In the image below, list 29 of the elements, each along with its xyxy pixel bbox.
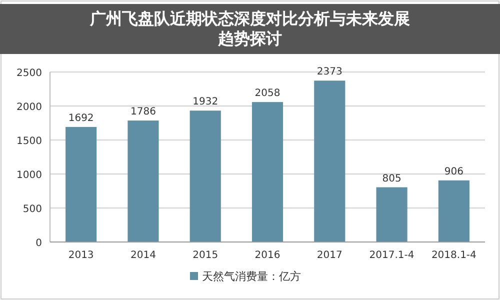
- data-label: 1932: [192, 96, 218, 108]
- data-label: 1692: [68, 112, 94, 124]
- data-label: 2058: [254, 88, 280, 100]
- bar: [190, 110, 221, 242]
- bar: [252, 102, 284, 242]
- y-tick-label: 2000: [16, 102, 42, 113]
- bar: [376, 187, 408, 242]
- x-tick-label: 2017: [316, 250, 342, 261]
- bar: [128, 120, 159, 242]
- y-tick-label: 1500: [16, 136, 42, 147]
- y-tick-label: 2500: [16, 68, 42, 79]
- legend-label: 天然气消费量：亿方: [202, 270, 301, 283]
- y-tick-label: 0: [36, 238, 42, 249]
- data-label: 805: [382, 173, 402, 184]
- x-tick-label: 2015: [192, 250, 218, 261]
- data-label: 1786: [130, 106, 156, 118]
- data-label: 906: [444, 166, 464, 178]
- x-tick-label: 2016: [254, 250, 280, 261]
- bar: [66, 126, 97, 242]
- bar: [314, 80, 346, 242]
- x-tick-label: 2013: [68, 250, 94, 261]
- x-tick-label: 2018.1-4: [431, 250, 476, 261]
- x-tick-label: 2014: [130, 250, 156, 261]
- y-tick-label: 500: [22, 204, 42, 215]
- y-tick-label: 1000: [16, 170, 42, 181]
- x-tick-label: 2017.1-4: [369, 250, 414, 261]
- chart-title: 广州飞盘队近期状态深度对比分析与未来发展趋势探讨: [89, 9, 410, 48]
- data-label: 2373: [316, 66, 342, 78]
- bar: [438, 180, 470, 242]
